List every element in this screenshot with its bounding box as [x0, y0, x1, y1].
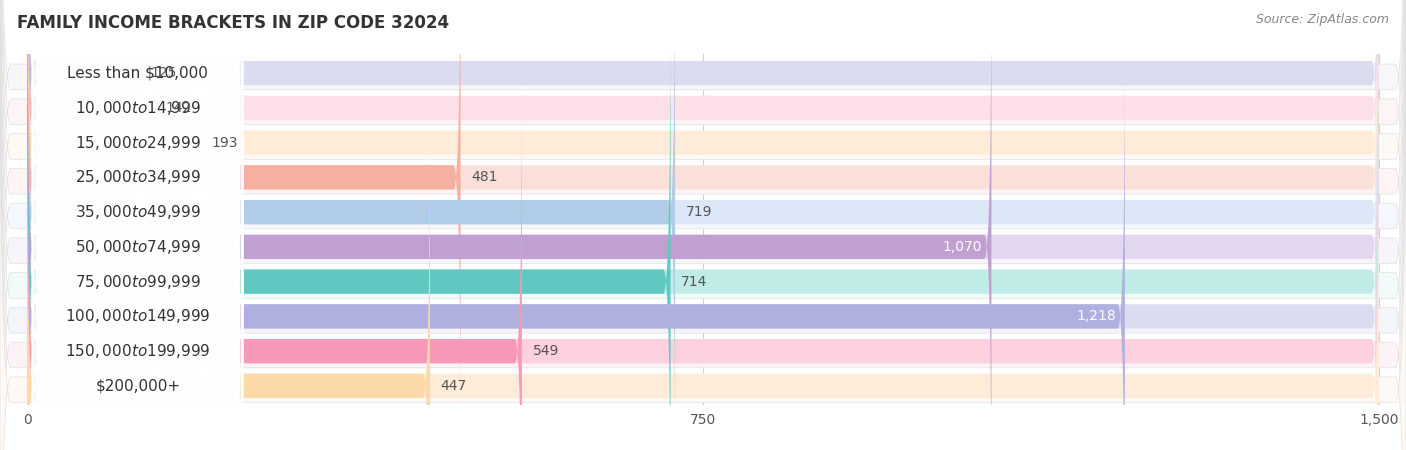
FancyBboxPatch shape — [27, 0, 675, 450]
FancyBboxPatch shape — [27, 0, 1379, 450]
Text: 719: 719 — [686, 205, 713, 219]
FancyBboxPatch shape — [27, 0, 991, 450]
FancyBboxPatch shape — [27, 50, 1379, 450]
FancyBboxPatch shape — [32, 83, 243, 450]
FancyBboxPatch shape — [27, 120, 430, 450]
Text: 142: 142 — [166, 101, 193, 115]
FancyBboxPatch shape — [32, 0, 243, 450]
FancyBboxPatch shape — [27, 86, 1379, 450]
Text: Less than $10,000: Less than $10,000 — [67, 66, 208, 81]
Text: 125: 125 — [150, 66, 177, 80]
Text: $75,000 to $99,999: $75,000 to $99,999 — [75, 273, 201, 291]
FancyBboxPatch shape — [27, 0, 139, 339]
Text: $200,000+: $200,000+ — [96, 378, 180, 393]
Text: 447: 447 — [440, 379, 467, 393]
Text: 481: 481 — [471, 171, 498, 184]
FancyBboxPatch shape — [32, 0, 243, 446]
FancyBboxPatch shape — [27, 0, 461, 443]
Text: 714: 714 — [682, 274, 707, 288]
Text: $15,000 to $24,999: $15,000 to $24,999 — [75, 134, 201, 152]
Text: $150,000 to $199,999: $150,000 to $199,999 — [65, 342, 211, 360]
FancyBboxPatch shape — [32, 14, 243, 450]
FancyBboxPatch shape — [27, 0, 201, 409]
FancyBboxPatch shape — [27, 0, 1379, 339]
FancyBboxPatch shape — [32, 0, 243, 341]
FancyBboxPatch shape — [32, 48, 243, 450]
FancyBboxPatch shape — [27, 0, 1379, 443]
FancyBboxPatch shape — [32, 118, 243, 450]
Text: $50,000 to $74,999: $50,000 to $74,999 — [75, 238, 201, 256]
FancyBboxPatch shape — [27, 0, 1379, 374]
Text: $25,000 to $34,999: $25,000 to $34,999 — [75, 168, 201, 186]
Text: Source: ZipAtlas.com: Source: ZipAtlas.com — [1256, 14, 1389, 27]
FancyBboxPatch shape — [27, 120, 1379, 450]
FancyBboxPatch shape — [27, 16, 671, 450]
Text: 549: 549 — [533, 344, 560, 358]
Text: 1,070: 1,070 — [943, 240, 983, 254]
FancyBboxPatch shape — [32, 0, 243, 376]
FancyBboxPatch shape — [32, 0, 243, 411]
FancyBboxPatch shape — [32, 0, 243, 450]
Text: $10,000 to $14,999: $10,000 to $14,999 — [75, 99, 201, 117]
FancyBboxPatch shape — [27, 0, 1379, 409]
Text: FAMILY INCOME BRACKETS IN ZIP CODE 32024: FAMILY INCOME BRACKETS IN ZIP CODE 32024 — [17, 14, 449, 32]
FancyBboxPatch shape — [27, 0, 155, 374]
FancyBboxPatch shape — [27, 50, 1125, 450]
Text: 193: 193 — [212, 135, 238, 149]
FancyBboxPatch shape — [27, 16, 1379, 450]
Text: $35,000 to $49,999: $35,000 to $49,999 — [75, 203, 201, 221]
FancyBboxPatch shape — [27, 86, 522, 450]
FancyBboxPatch shape — [27, 0, 1379, 450]
Text: $100,000 to $149,999: $100,000 to $149,999 — [65, 307, 211, 325]
Text: 1,218: 1,218 — [1076, 310, 1116, 324]
